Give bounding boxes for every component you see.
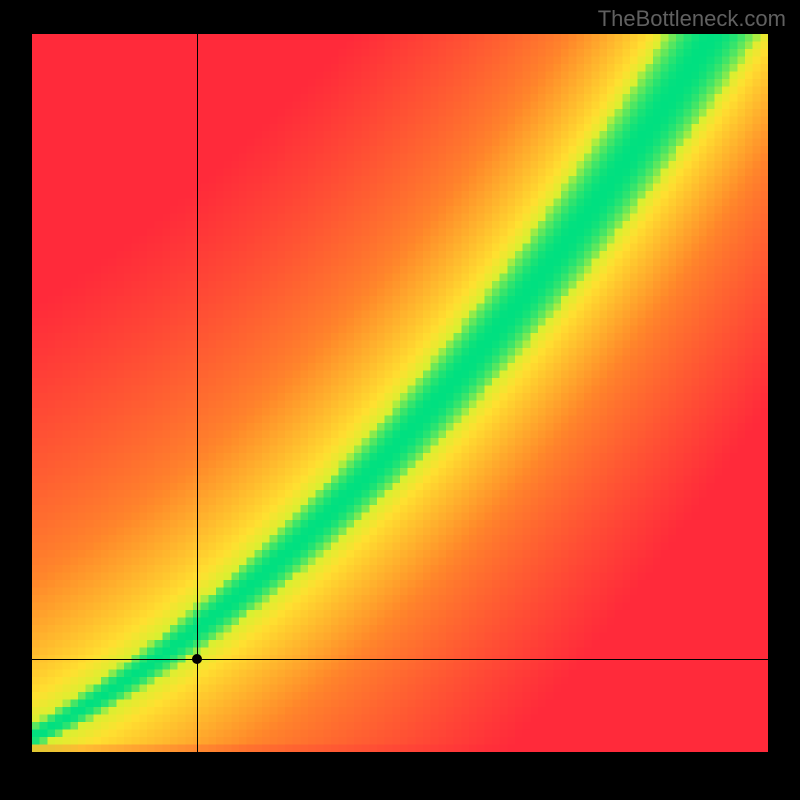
- root: { "attribution": { "text": "TheBottlenec…: [0, 0, 800, 800]
- crosshair-horizontal: [32, 659, 768, 660]
- attribution-text: TheBottleneck.com: [598, 6, 786, 32]
- crosshair-vertical: [197, 34, 198, 752]
- crosshair-marker[interactable]: [192, 654, 202, 664]
- bottleneck-heatmap: [32, 34, 768, 752]
- plot-area: [32, 34, 768, 752]
